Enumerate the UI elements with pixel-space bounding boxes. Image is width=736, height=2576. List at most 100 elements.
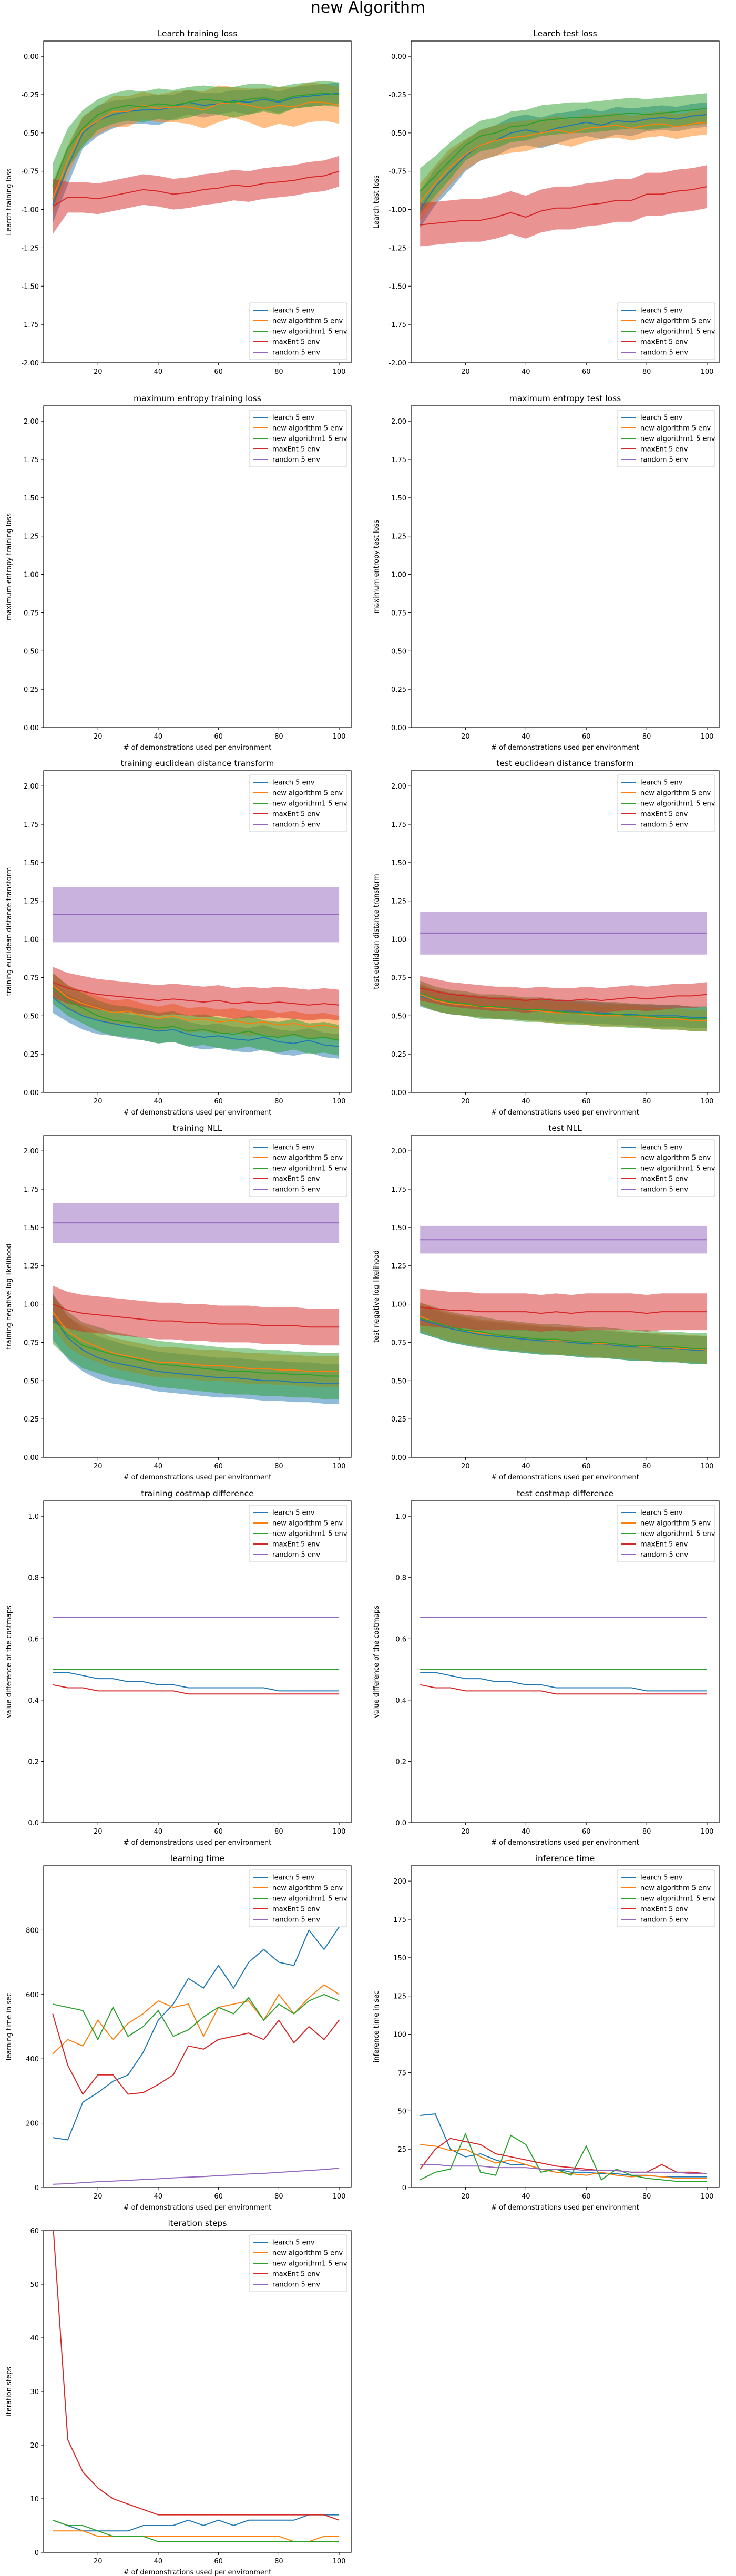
y-tick-label: 1.50 xyxy=(24,1224,39,1232)
y-tick-label: 25 xyxy=(397,2146,406,2154)
y-tick-label: 0 xyxy=(35,2549,39,2557)
legend-label: learch 5 env xyxy=(272,779,315,787)
y-tick-label: 800 xyxy=(26,1927,39,1935)
y-tick-label: -0.50 xyxy=(21,130,39,138)
y-tick-label: -0.75 xyxy=(389,168,406,176)
y-tick-label: 50 xyxy=(30,2281,39,2289)
legend-box xyxy=(249,1139,347,1197)
legend: learch 5 env new algorithm 5 env new algor… xyxy=(249,1869,347,1927)
legend-box xyxy=(249,302,347,360)
y-axis-label: test negative log likelihood xyxy=(373,1250,381,1343)
series-band xyxy=(53,156,340,234)
x-axis-label: # of demonstrations used per environment xyxy=(124,1839,272,1847)
series-line xyxy=(420,114,708,210)
x-tick-label: 40 xyxy=(154,368,163,376)
legend-label: random 5 env xyxy=(640,349,688,357)
series-band xyxy=(420,976,707,1013)
y-tick-label: 1.75 xyxy=(24,821,39,829)
legend-label: new algorithm 5 env xyxy=(272,318,343,325)
legend-box xyxy=(617,410,715,467)
y-tick-label: -0.75 xyxy=(21,168,39,176)
legend: learch 5 env new algorithm 5 env new algor… xyxy=(617,1869,715,1927)
x-axis-label: # of demonstrations used per environment xyxy=(124,2569,272,2576)
x-tick-label: 80 xyxy=(642,1463,651,1470)
legend: learch 5 env new algorithm 5 env new algor… xyxy=(249,302,347,360)
y-tick-label: 125 xyxy=(393,1993,406,2001)
legend-label: new algorithm1 5 env xyxy=(272,435,347,443)
legend-box xyxy=(249,410,347,467)
series-line xyxy=(52,1318,340,1377)
legend-label: maxEnt 5 env xyxy=(640,446,688,454)
y-tick-label: 0.4 xyxy=(395,1697,406,1705)
x-tick-label: 80 xyxy=(642,2193,651,2201)
chart-panel-9: 20 40 60 80 100 0.0 0.2 0.4 0.6 0.8 1.0 training co… xyxy=(5,1489,352,1847)
x-tick-label: 20 xyxy=(461,1463,470,1470)
x-tick-label: 20 xyxy=(94,1463,103,1470)
y-tick-label: 2.00 xyxy=(24,1148,39,1156)
x-tick-label: 60 xyxy=(582,368,591,376)
legend-label: random 5 env xyxy=(272,1916,320,1924)
y-tick-label: -0.50 xyxy=(389,130,406,138)
y-tick-label: 200 xyxy=(26,2120,39,2128)
series-line xyxy=(52,1984,340,2054)
y-tick-label: 0.50 xyxy=(24,1013,39,1020)
y-tick-label: 10 xyxy=(30,2496,39,2503)
y-tick-label: 0.8 xyxy=(395,1575,406,1582)
x-tick-label: 40 xyxy=(522,1098,530,1106)
y-tick-label: 0.0 xyxy=(28,1819,39,1827)
x-tick-label: 60 xyxy=(582,1828,591,1836)
legend-label: random 5 env xyxy=(272,1551,320,1559)
y-tick-label: 1.25 xyxy=(24,898,39,906)
y-tick-label: 0.00 xyxy=(391,1089,406,1097)
legend-label: new algorithm 5 env xyxy=(272,1520,343,1528)
plot-area xyxy=(420,93,708,247)
x-tick-label: 20 xyxy=(461,368,470,376)
y-tick-label: 1.75 xyxy=(391,1186,406,1194)
y-tick-label: 1.00 xyxy=(24,1301,39,1309)
plot-area xyxy=(52,1203,340,1404)
series-line xyxy=(420,2113,707,2178)
chart-title: Learch training loss xyxy=(158,29,238,38)
chart-panel-2: 20 40 60 80 100 0.00 -0.25 -0.50 -0.75 -1.00 -1.25… xyxy=(373,29,720,376)
chart-title: test NLL xyxy=(548,1123,582,1133)
y-tick-label: 1.25 xyxy=(391,1263,406,1271)
x-tick-label: 20 xyxy=(94,2193,103,2201)
axes-frame xyxy=(411,770,720,1093)
y-tick-label: 0.6 xyxy=(395,1635,406,1643)
y-tick-label: 1.25 xyxy=(24,533,39,541)
legend-label: learch 5 env xyxy=(640,307,683,315)
y-tick-label: 0.4 xyxy=(28,1697,39,1705)
y-axis-label: training negative log likelihood xyxy=(5,1243,13,1349)
y-tick-label: 1.0 xyxy=(395,1513,406,1521)
legend-label: new algorithm 5 env xyxy=(640,1520,711,1528)
y-tick-label: -1.25 xyxy=(389,244,406,252)
y-tick-label: 1.00 xyxy=(391,1301,406,1309)
x-tick-label: 20 xyxy=(461,1098,470,1106)
x-axis-label: # of demonstrations used per environment xyxy=(491,1474,639,1481)
series-line xyxy=(52,1311,340,1372)
y-tick-label: 1.25 xyxy=(391,898,406,906)
x-tick-label: 60 xyxy=(582,1098,591,1106)
legend: learch 5 env new algorithm 5 env new algor… xyxy=(617,302,715,360)
series-line xyxy=(420,1684,707,1695)
legend-label: new algorithm1 5 env xyxy=(640,1530,715,1538)
y-tick-label: 0.25 xyxy=(24,1416,39,1424)
series-line xyxy=(52,1303,340,1328)
legend-label: random 5 env xyxy=(272,821,320,829)
x-tick-label: 80 xyxy=(274,2558,283,2565)
y-tick-label: 0.75 xyxy=(24,974,39,982)
legend-label: maxEnt 5 env xyxy=(640,1906,688,1914)
x-tick-label: 60 xyxy=(214,368,223,376)
legend: learch 5 env new algorithm 5 env new algor… xyxy=(249,1505,347,1562)
chart-panel-6: 20 40 60 80 100 0.00 0.25 0.50 0.75 1.00 1.25 1.50 1… xyxy=(373,759,720,1117)
y-tick-label: 0.00 xyxy=(24,724,39,732)
y-tick-label: 400 xyxy=(26,2056,39,2063)
x-tick-label: 40 xyxy=(154,2558,163,2565)
y-tick-label: 0.2 xyxy=(395,1758,406,1766)
series-band xyxy=(53,967,340,1020)
x-axis-label: # of demonstrations used per environment xyxy=(124,744,272,752)
x-tick-label: 100 xyxy=(701,1098,714,1106)
y-tick-label: 1.75 xyxy=(391,456,406,464)
legend-label: random 5 env xyxy=(640,1186,688,1194)
axes-frame xyxy=(43,1135,352,1458)
